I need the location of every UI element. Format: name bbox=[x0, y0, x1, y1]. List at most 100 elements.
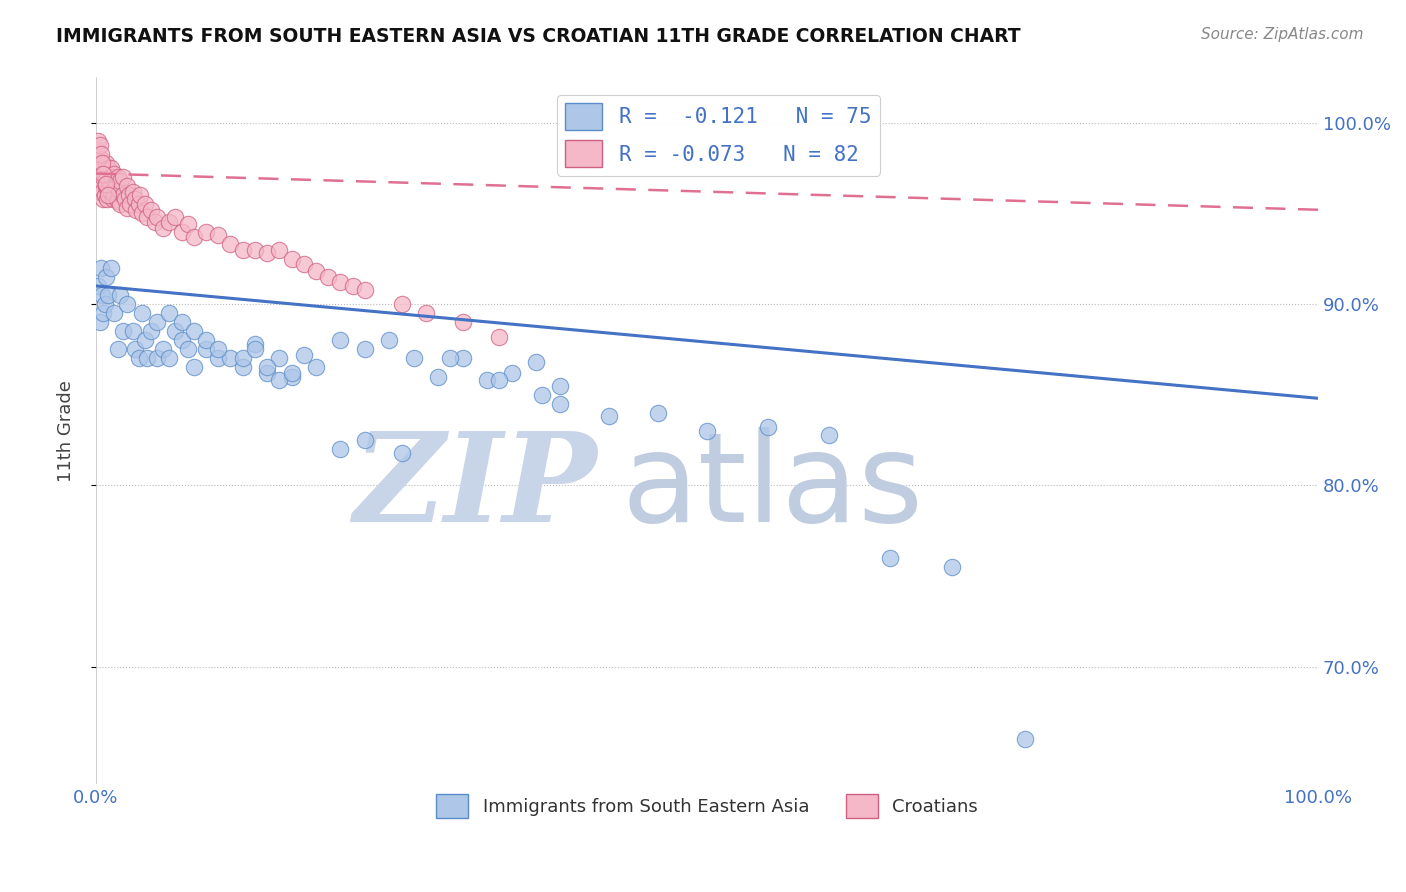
Point bbox=[101, 170, 124, 185]
Point bbox=[305, 360, 328, 375]
Point bbox=[105, 192, 128, 206]
Point bbox=[243, 343, 266, 357]
Point bbox=[100, 260, 122, 275]
Point bbox=[90, 152, 112, 166]
Point bbox=[243, 337, 266, 351]
Point bbox=[91, 288, 114, 302]
Point bbox=[139, 202, 162, 217]
Point bbox=[195, 333, 218, 347]
Point bbox=[157, 351, 180, 366]
Point bbox=[475, 373, 498, 387]
Point bbox=[118, 188, 141, 202]
Point bbox=[391, 445, 413, 459]
Point bbox=[292, 348, 315, 362]
Point bbox=[550, 397, 572, 411]
Point bbox=[143, 215, 166, 229]
Point bbox=[183, 360, 205, 375]
Point bbox=[87, 161, 110, 175]
Point bbox=[136, 351, 159, 366]
Text: Source: ZipAtlas.com: Source: ZipAtlas.com bbox=[1201, 27, 1364, 42]
Point bbox=[103, 188, 125, 202]
Point bbox=[111, 170, 134, 185]
Text: IMMIGRANTS FROM SOUTH EASTERN ASIA VS CROATIAN 11TH GRADE CORRELATION CHART: IMMIGRANTS FROM SOUTH EASTERN ASIA VS CR… bbox=[56, 27, 1021, 45]
Point bbox=[93, 188, 115, 202]
Point bbox=[108, 183, 131, 197]
Point bbox=[305, 264, 328, 278]
Point bbox=[354, 343, 377, 357]
Point bbox=[136, 210, 159, 224]
Point bbox=[94, 179, 117, 194]
Point bbox=[879, 550, 901, 565]
Point bbox=[207, 351, 229, 366]
Point bbox=[97, 161, 120, 175]
Point bbox=[114, 192, 136, 206]
Point bbox=[219, 351, 242, 366]
Point bbox=[531, 387, 554, 401]
Point bbox=[97, 188, 120, 202]
Point bbox=[93, 167, 115, 181]
Point bbox=[110, 288, 132, 302]
Point bbox=[170, 225, 193, 239]
Point bbox=[152, 343, 174, 357]
Text: ZIP: ZIP bbox=[353, 426, 598, 549]
Point bbox=[93, 306, 115, 320]
Point bbox=[93, 170, 115, 185]
Point bbox=[391, 297, 413, 311]
Point bbox=[91, 185, 114, 199]
Point bbox=[91, 161, 114, 175]
Point bbox=[139, 324, 162, 338]
Point bbox=[120, 197, 142, 211]
Point bbox=[146, 315, 169, 329]
Point bbox=[152, 220, 174, 235]
Point bbox=[550, 378, 572, 392]
Point bbox=[451, 351, 474, 366]
Point bbox=[292, 257, 315, 271]
Point bbox=[1014, 732, 1036, 747]
Point bbox=[134, 333, 156, 347]
Legend: Immigrants from South Eastern Asia, Croatians: Immigrants from South Eastern Asia, Croa… bbox=[429, 788, 986, 825]
Point bbox=[329, 333, 352, 347]
Point bbox=[501, 366, 523, 380]
Point bbox=[103, 167, 125, 181]
Point bbox=[101, 192, 124, 206]
Point bbox=[146, 210, 169, 224]
Point bbox=[219, 237, 242, 252]
Point bbox=[115, 201, 138, 215]
Point bbox=[131, 206, 153, 220]
Point bbox=[115, 179, 138, 194]
Point bbox=[378, 333, 401, 347]
Point bbox=[87, 134, 110, 148]
Point bbox=[176, 217, 198, 231]
Point bbox=[165, 210, 187, 224]
Point bbox=[110, 174, 132, 188]
Point bbox=[104, 179, 127, 194]
Text: atlas: atlas bbox=[621, 427, 924, 548]
Point bbox=[402, 351, 425, 366]
Point bbox=[146, 351, 169, 366]
Point bbox=[818, 427, 841, 442]
Point bbox=[354, 433, 377, 447]
Point bbox=[94, 178, 117, 192]
Point bbox=[280, 369, 302, 384]
Point bbox=[427, 369, 450, 384]
Point bbox=[342, 279, 364, 293]
Point bbox=[90, 174, 112, 188]
Point bbox=[128, 351, 150, 366]
Point bbox=[111, 188, 134, 202]
Point bbox=[107, 194, 129, 208]
Point bbox=[86, 143, 108, 157]
Point bbox=[97, 183, 120, 197]
Point bbox=[121, 324, 143, 338]
Point bbox=[91, 155, 114, 169]
Point bbox=[128, 197, 150, 211]
Point bbox=[451, 315, 474, 329]
Point bbox=[89, 137, 111, 152]
Point bbox=[415, 306, 437, 320]
Point bbox=[280, 252, 302, 266]
Point bbox=[124, 192, 146, 206]
Point bbox=[232, 360, 254, 375]
Point bbox=[157, 215, 180, 229]
Point bbox=[90, 260, 112, 275]
Point bbox=[125, 202, 148, 217]
Point bbox=[207, 228, 229, 243]
